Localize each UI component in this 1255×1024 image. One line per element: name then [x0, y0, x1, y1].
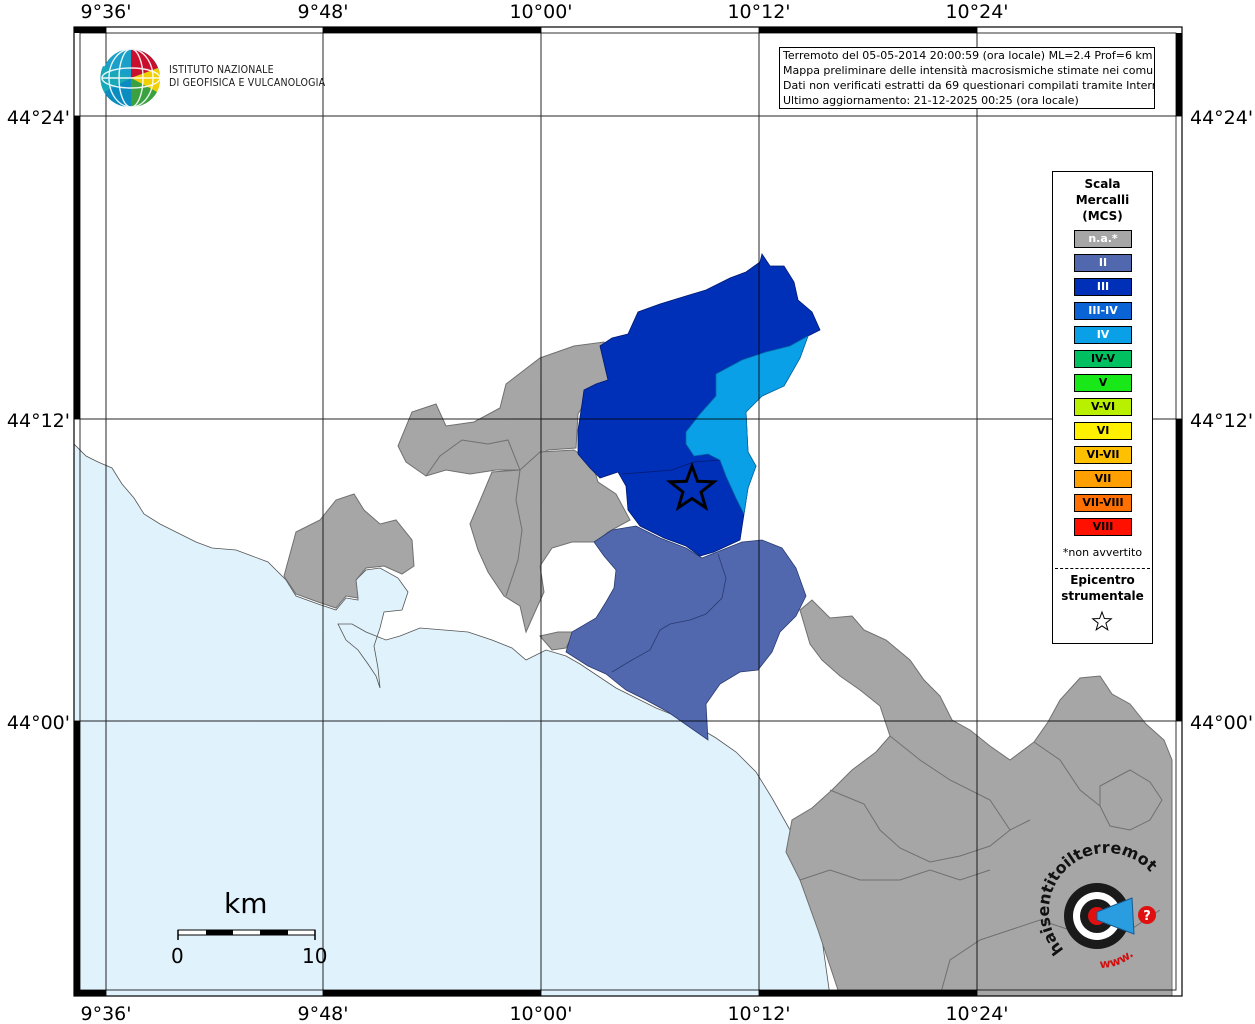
longitude-labels-top: 9°36' 9°48' 10°00' 10°12' 10°24'	[81, 1, 1009, 23]
lon-label: 10°12'	[727, 1003, 790, 1024]
lon-label: 9°36'	[81, 1, 132, 23]
legend-title-3: (MCS)	[1082, 209, 1123, 223]
latitude-labels-right: 44°24' 44°12' 44°00'	[1190, 107, 1253, 734]
info-line-2: Mappa preliminare delle intensità macros…	[783, 64, 1155, 77]
intensity-ii-borders	[611, 553, 727, 673]
ingv-logo-text: ISTITUTO NAZIONALE DI GEOFISICA E VULCAN…	[169, 64, 325, 90]
sea-area	[74, 443, 831, 996]
legend-swatch-vii: VII	[1074, 470, 1132, 488]
lat-label: 44°24'	[7, 107, 70, 129]
legend-separator	[1055, 568, 1150, 569]
lat-label: 44°24'	[1190, 107, 1253, 129]
legend-swatch-na: n.a.*	[1074, 230, 1132, 248]
lat-label: 44°12'	[1190, 410, 1253, 432]
epicenter-star-icon	[1091, 610, 1113, 631]
legend-swatch-vii-viii: VII-VIII	[1074, 494, 1132, 512]
lat-label: 44°12'	[7, 410, 70, 432]
legend-swatch-iv: IV	[1074, 326, 1132, 344]
legend-title-2: Mercalli	[1075, 193, 1130, 207]
legend-swatch-vi-vii: VI-VII	[1074, 446, 1132, 464]
scale-bar-min: 0	[171, 944, 184, 968]
lon-label: 9°48'	[298, 1003, 349, 1024]
legend-epicenter-2: strumentale	[1061, 589, 1144, 603]
question-mark: ?	[1143, 909, 1151, 924]
municipal-borders	[425, 439, 1161, 996]
earthquake-info-box: Terremoto del 05-05-2014 20:00:59 (ora l…	[779, 47, 1155, 109]
lon-label: 9°36'	[81, 1003, 132, 1024]
legend-title: Scala Mercalli (MCS)	[1053, 176, 1152, 224]
info-line-1: Terremoto del 05-05-2014 20:00:59 (ora l…	[783, 49, 1153, 62]
lon-label: 10°24'	[945, 1003, 1008, 1024]
intensity-iv-area	[685, 335, 809, 516]
ingv-logo-icon	[100, 48, 161, 108]
legend-epicenter-1: Epicentro	[1070, 573, 1135, 587]
legend-swatch-vi: VI	[1074, 422, 1132, 440]
logo-line-2: DI GEOFISICA E VULCANOLOGIA	[169, 77, 326, 89]
latitude-labels-left: 44°24' 44°12' 44°00'	[7, 107, 70, 734]
info-line-3: Dati non verificati estratti da 69 quest…	[783, 79, 1155, 92]
legend-swatch-v: V	[1074, 374, 1132, 392]
mcs-legend: Scala Mercalli (MCS) n.a.* II III III-IV…	[1052, 171, 1153, 644]
legend-swatch-v-vi: V-VI	[1074, 398, 1132, 416]
lon-label: 10°24'	[945, 1, 1008, 23]
graticule	[74, 27, 1182, 996]
scale-bar-max: 10	[302, 944, 328, 968]
lon-label: 10°00'	[509, 1003, 572, 1024]
info-line-4: Ultimo aggiornamento: 21-12-2025 00:25 (…	[783, 94, 1079, 107]
legend-epicenter-label: Epicentro strumentale	[1053, 572, 1152, 604]
lat-label: 44°00'	[1190, 712, 1253, 734]
longitude-labels-bottom: 9°36' 9°48' 10°00' 10°12' 10°24'	[81, 1003, 1009, 1024]
intensity-ii-area	[565, 525, 807, 741]
scale-bar	[177, 929, 316, 940]
lon-label: 9°48'	[298, 1, 349, 23]
legend-swatch-iv-v: IV-V	[1074, 350, 1132, 368]
scale-bar-unit: km	[224, 887, 268, 920]
legend-note: *non avvertito	[1062, 546, 1143, 559]
lat-label: 44°00'	[7, 712, 70, 734]
legend-title-1: Scala	[1084, 177, 1121, 191]
legend-swatch-iii: III	[1074, 278, 1132, 296]
legend-swatch-iii-iv: III-IV	[1074, 302, 1132, 320]
legend-swatch-ii: II	[1074, 254, 1132, 272]
frame-checker	[74, 27, 1182, 996]
logo-line-1: ISTITUTO NAZIONALE	[169, 64, 274, 76]
lon-label: 10°00'	[509, 1, 572, 23]
legend-swatch-viii: VIII	[1074, 518, 1132, 536]
epicenter-star	[665, 461, 719, 512]
lon-label: 10°12'	[727, 1, 790, 23]
